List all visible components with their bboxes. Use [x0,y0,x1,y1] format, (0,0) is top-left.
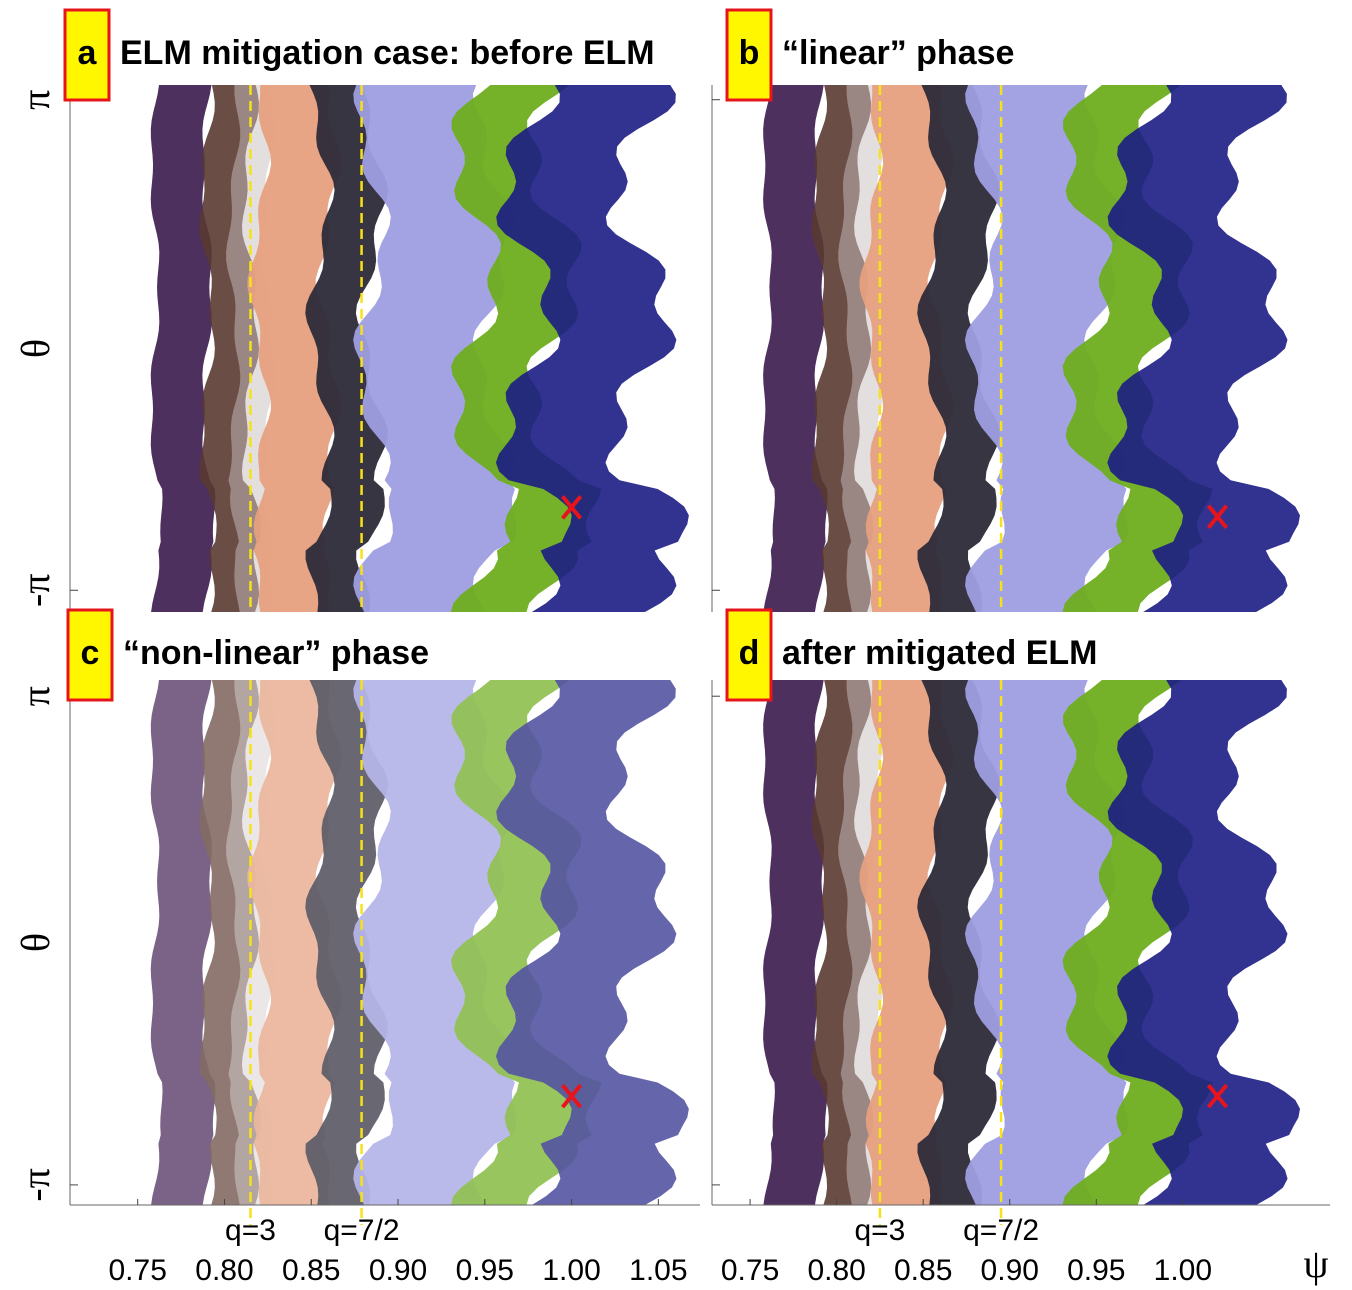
x-tick-label: 0.80 [195,1254,253,1287]
poincare-plot [763,85,1300,612]
x-tick-label: 0.95 [1067,1254,1125,1287]
poincare-plot [150,85,689,612]
x-tick-label: 0.90 [981,1254,1039,1287]
particle-band [305,680,389,1205]
x-axis-label: ψ [1303,1241,1328,1286]
particle-band [495,680,689,1205]
poincare-plot [763,680,1300,1205]
y-tick-label: π [13,686,58,706]
panel-title: “linear” phase [782,34,1014,72]
panel-label: a [78,34,98,72]
q-surface-label: q=7/2 [963,1214,1039,1247]
x-tick-label: 1.00 [1154,1254,1212,1287]
particle-band [150,85,216,612]
x-tick-label: 0.75 [721,1254,779,1287]
panel-label: b [739,34,760,72]
particle-band [150,680,216,1205]
x-point [1206,504,1229,530]
y-tick-label: -π [13,1168,58,1202]
panel-label: d [739,634,760,672]
x-tick-label: 1.05 [629,1254,687,1287]
x-point [561,1083,583,1109]
particle-band [811,85,874,612]
particle-band [859,85,954,612]
panel-label-box [63,8,111,102]
panel-label-box [66,608,114,702]
particle-band [1107,680,1300,1205]
x-point-stroke [561,495,583,520]
x-tick-label: 0.85 [894,1254,952,1287]
y-axis-label: θ [13,339,58,358]
x-tick-label: 0.90 [369,1254,427,1287]
panel-title: after mitigated ELM [782,634,1097,672]
x-point [561,495,583,520]
x-tick-label: 0.75 [108,1254,166,1287]
particle-band [917,85,1000,612]
q-surface-label: q=3 [854,1214,905,1247]
particle-band [199,85,262,612]
panel-label-box [725,608,773,702]
particle-band [859,680,954,1205]
particle-band [199,680,262,1205]
x-tick-label: 0.95 [456,1254,514,1287]
particle-band [763,680,828,1205]
panel-title: “non-linear” phase [123,634,429,672]
q-surface-label: q=7/2 [324,1214,400,1247]
y-tick-label: -π [13,574,58,608]
panel-title: ELM mitigation case: before ELM [120,34,655,72]
particle-band [1107,85,1300,612]
q-surface-label: q=3 [225,1214,276,1247]
particle-band [811,680,874,1205]
y-tick-label: π [13,90,58,110]
x-point-stroke [561,1083,583,1109]
x-point-stroke [1206,1083,1229,1109]
panel-label-box [725,8,773,102]
particle-band [305,85,389,612]
poincare-plot [150,680,689,1205]
x-tick-label: 0.80 [807,1254,865,1287]
x-tick-label: 0.85 [282,1254,340,1287]
particle-band [247,85,342,612]
particle-band [917,680,1000,1205]
particle-band [495,85,689,612]
particle-band [247,680,342,1205]
x-point-stroke [1206,504,1229,530]
panel-label: c [81,634,100,672]
x-tick-label: 1.00 [542,1254,600,1287]
y-axis-label: θ [13,933,58,952]
particle-band [763,85,828,612]
x-point [1206,1083,1229,1109]
